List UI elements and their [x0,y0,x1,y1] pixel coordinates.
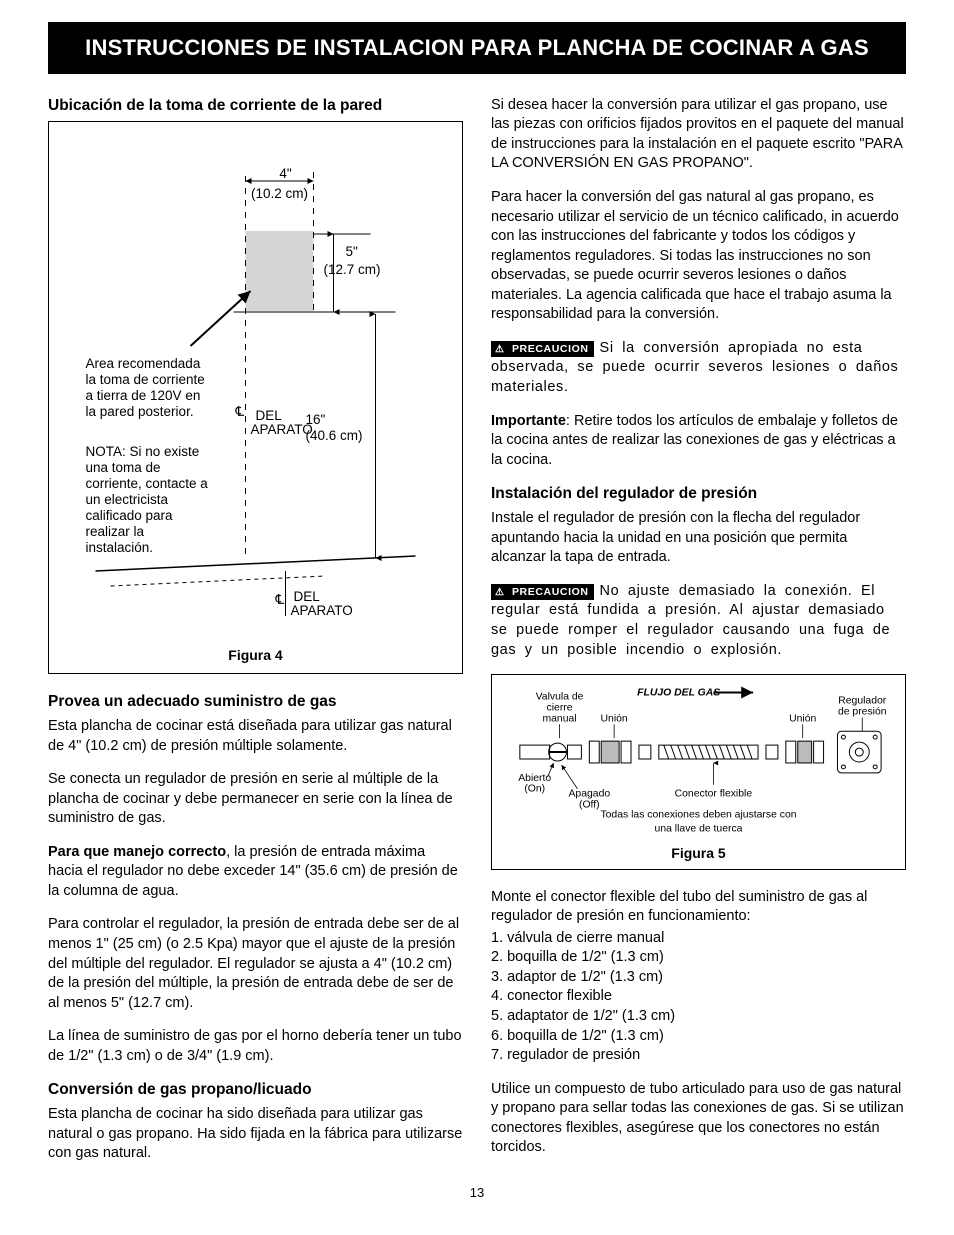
list-item: 4. conector flexible [491,987,906,1007]
page-number: 13 [48,1184,906,1202]
figure-5-box: FLUJO DEL GAS Valvula de cierre manual U… [491,674,906,869]
svg-text:cierre: cierre [547,702,573,713]
precaution-1: PRECAUCIONSi la conversión apropiada no … [491,339,906,398]
svg-text:de presión: de presión [838,706,887,717]
svg-text:Apagado: Apagado [568,789,610,800]
heading-regulator: Instalación del regulador de presión [491,484,906,505]
svg-text:realizar la: realizar la [86,524,145,539]
list-item: 6. boquilla de 1/2" (1.3 cm) [491,1027,906,1047]
precaution-2: PRECAUCIONNo ajuste demasiado la conexió… [491,582,906,660]
svg-text:℄: ℄ [275,592,285,607]
figure-5-svg: FLUJO DEL GAS Valvula de cierre manual U… [500,683,897,833]
component-list: 1. válvula de cierre manual 2. boquilla … [491,929,906,1066]
precaution-badge-icon: PRECAUCION [491,584,594,601]
svg-text:Unión: Unión [789,713,816,724]
importante: Importante: Retire todos los artículos d… [491,412,906,471]
figure-4-box: 4" (10.2 cm) 5" (12.7 cm) 16" (40.6 cm) … [48,121,463,674]
gas-supply-p5: La línea de suministro de gas por el hor… [48,1027,463,1066]
svg-text:(40.6 cm): (40.6 cm) [306,428,363,443]
two-column-layout: Ubicación de la toma de corriente de la … [48,96,906,1178]
list-item: 5. adaptator de 1/2" (1.3 cm) [491,1007,906,1027]
figure-5-caption: Figura 5 [500,844,897,863]
list-item: 3. adaptor de 1/2" (1.3 cm) [491,968,906,988]
list-item: 1. válvula de cierre manual [491,929,906,949]
mount-intro: Monte el conector flexible del tubo del … [491,888,906,927]
svg-text:Unión: Unión [601,713,628,724]
right-p2: Para hacer la conversión del gas natural… [491,188,906,325]
svg-text:un electricista: un electricista [86,492,169,507]
svg-text:manual: manual [542,713,576,724]
svg-text:Todas las conexiones deben aju: Todas las conexiones deben ajustarse con [600,810,796,821]
left-column: Ubicación de la toma de corriente de la … [48,96,463,1178]
propane-p1: Esta plancha de cocinar ha sido diseñada… [48,1105,463,1164]
gas-supply-p4: Para controlar el regulador, la presión … [48,915,463,1013]
svg-text:5": 5" [346,244,359,259]
list-item: 2. boquilla de 1/2" (1.3 cm) [491,948,906,968]
svg-text:Abierto: Abierto [518,773,551,784]
heading-propane: Conversión de gas propano/licuado [48,1080,463,1101]
page-banner: INSTRUCCIONES DE INSTALACION PARA PLANCH… [48,22,906,74]
svg-text:la toma de corriente: la toma de corriente [86,372,205,387]
svg-text:una toma de: una toma de [86,460,161,475]
svg-text:APARATO: APARATO [251,422,313,437]
svg-text:Valvula de: Valvula de [536,692,584,703]
svg-text:FLUJO DEL GAS: FLUJO DEL GAS [637,688,720,699]
svg-text:(On): (On) [524,784,545,795]
figure-4-svg: 4" (10.2 cm) 5" (12.7 cm) 16" (40.6 cm) … [63,136,448,636]
svg-text:DEL: DEL [294,589,321,604]
svg-text:℄: ℄ [235,404,245,419]
figure-4-caption: Figura 4 [63,646,448,665]
svg-text:NOTA: Si no existe: NOTA: Si no existe [86,444,200,459]
gas-supply-p1: Esta plancha de cocinar está diseñada pa… [48,717,463,756]
svg-text:4": 4" [279,166,292,181]
svg-text:instalación.: instalación. [86,540,154,555]
svg-text:APARATO: APARATO [291,603,353,618]
regulator-p1: Instale el regulador de presión con la f… [491,509,906,568]
list-item: 7. regulador de presión [491,1046,906,1066]
svg-text:DEL: DEL [256,408,283,423]
svg-text:a tierra de 120V en: a tierra de 120V en [86,388,201,403]
svg-text:corriente, contacte a: corriente, contacte a [86,476,209,491]
gas-supply-p2: Se conecta un regulador de presión en se… [48,770,463,829]
svg-text:Area recomendada: Area recomendada [86,356,201,371]
precaution-badge-icon: PRECAUCION [491,341,594,358]
svg-text:la pared posterior.: la pared posterior. [86,404,194,419]
heading-gas-supply: Provea un adecuado suministro de gas [48,692,463,713]
svg-text:Regulador: Regulador [838,696,887,707]
svg-text:calificado para: calificado para [86,508,174,523]
right-column: Si desea hacer la conversión para utiliz… [491,96,906,1178]
shaded-area [246,231,314,311]
right-p1: Si desea hacer la conversión para utiliz… [491,96,906,174]
svg-text:(12.7 cm): (12.7 cm) [324,262,381,277]
svg-text:una llave de tuerca: una llave de tuerca [655,824,743,834]
svg-text:(10.2 cm): (10.2 cm) [251,186,308,201]
heading-outlet-location: Ubicación de la toma de corriente de la … [48,96,463,117]
right-p5: Utilice un compuesto de tubo articulado … [491,1080,906,1158]
svg-text:(Off): (Off) [579,800,600,811]
svg-text:Conector flexible: Conector flexible [675,789,753,800]
gas-supply-p3: Para que manejo correcto, la presión de … [48,843,463,902]
